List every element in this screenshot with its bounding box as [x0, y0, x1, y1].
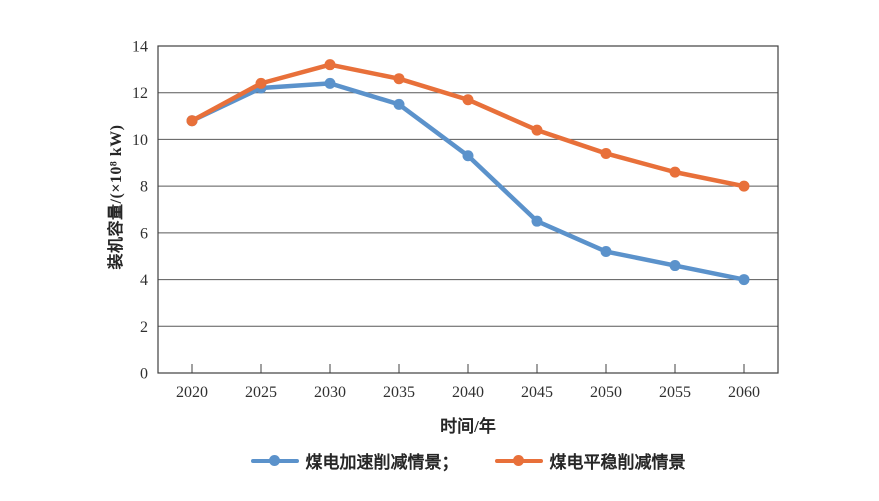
series-point-0: [600, 246, 612, 258]
x-tick-label: 2035: [383, 384, 415, 401]
series-point-0: [738, 274, 750, 286]
series-point-0: [462, 150, 474, 162]
series-point-1: [738, 180, 750, 192]
legend: 煤电加速削减情景； 煤电平稳削减情景: [158, 448, 778, 473]
x-tick-label: 2040: [452, 384, 484, 401]
y-tick-label: 2: [140, 319, 148, 336]
series-point-1: [393, 73, 405, 85]
x-tick-label: 2045: [521, 384, 553, 401]
x-tick-label: 2020: [176, 384, 208, 401]
legend-line-dot-marker-blue: [250, 455, 299, 467]
series-point-0: [669, 260, 681, 272]
y-axis-title: 装机容量/(×10⁸ kW): [108, 124, 125, 270]
series-line-1: [189, 62, 747, 189]
y-tick-label: 0: [140, 366, 148, 383]
series-point-1: [186, 115, 198, 127]
legend-item-accelerated-scenario: 煤电加速削减情景；: [250, 448, 459, 473]
y-tick-label: 4: [140, 272, 148, 289]
x-axis-title: 时间/年: [440, 417, 496, 436]
y-tick-label: 14: [132, 39, 148, 56]
y-tick-label: 8: [140, 179, 148, 196]
series-line-0: [189, 81, 747, 282]
legend-dot-icon: [512, 455, 524, 466]
y-tick-label: 12: [132, 85, 148, 102]
y-tick-label: 10: [132, 132, 148, 149]
legend-item-steady-scenario: 煤电平稳削减情景: [494, 448, 686, 473]
series-point-1: [324, 59, 336, 71]
x-tick-label: 2050: [590, 384, 622, 401]
series-point-1: [462, 94, 474, 106]
series-point-1: [669, 166, 681, 178]
y-tick-label: 6: [140, 225, 148, 242]
series-point-0: [531, 215, 543, 227]
line-chart-canvas: 0 2 4 6 8 10 12 14 2020 2025 2030 2035 2040 2045 2050 2…: [132, 39, 779, 401]
legend-label-accelerated: 煤电加速削减情景；: [305, 453, 459, 472]
x-tick-label: 2025: [245, 384, 277, 401]
x-tick-label: 2060: [728, 384, 760, 401]
series-point-0: [324, 77, 336, 89]
series-point-1: [600, 147, 612, 159]
legend-label-steady: 煤电平稳削减情景: [549, 453, 686, 472]
series-point-1: [531, 124, 543, 136]
series-point-0: [393, 98, 405, 110]
series-point-1: [255, 77, 267, 89]
legend-line-dot-marker-orange: [494, 455, 543, 467]
x-tick-label: 2055: [659, 384, 691, 401]
x-tick-label: 2030: [314, 384, 346, 401]
legend-dot-icon: [268, 455, 280, 466]
